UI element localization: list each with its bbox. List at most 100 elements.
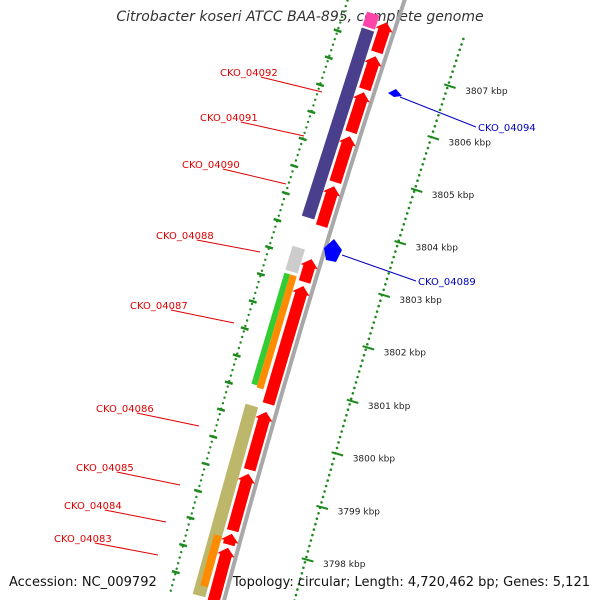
inner-ring-dot (190, 512, 193, 515)
inner-ring-dot (326, 60, 329, 63)
kbp-ring-dot (321, 495, 325, 499)
inner-ring-dot (300, 142, 303, 146)
kbp-ring-dot (342, 424, 345, 428)
inner-ring-dot (265, 253, 269, 256)
kbp-scale-label: 3805 kbp (432, 191, 475, 201)
kbp-ring-dot (379, 299, 382, 303)
kbp-ring-dot (433, 124, 437, 128)
kbp-ring-dot (367, 337, 371, 341)
inner-ring-dot (330, 49, 333, 52)
inner-ring-tick (178, 542, 188, 548)
kbp-ring-dot (449, 75, 453, 79)
kbp-ring-dot (357, 370, 361, 373)
kbp-ring-dot (437, 114, 440, 117)
inner-ring-dot (315, 93, 319, 96)
forward-cds-arrow (221, 533, 239, 547)
cog-feature-orange-small (200, 534, 222, 588)
kbp-ring-dot (394, 250, 397, 253)
inner-ring-dot (195, 495, 198, 499)
inner-ring-dot (306, 120, 310, 124)
inner-ring-dot (172, 578, 175, 581)
inner-ring-dot (335, 32, 338, 35)
kbp-ring-dot (409, 201, 412, 204)
inner-ring-dot (294, 159, 298, 162)
inner-ring-dot (169, 589, 172, 592)
kbp-ring-dot (296, 588, 299, 591)
inner-ring-tick (298, 136, 307, 142)
inner-ring-dot (223, 396, 226, 399)
inner-ring-dot (322, 71, 326, 74)
cog-feature-pink (362, 11, 380, 30)
inner-ring-dot (254, 291, 257, 295)
inner-ring-dot (174, 573, 177, 576)
inner-ring-dot (180, 550, 183, 554)
forward-gene-label: CKO_04083 (54, 534, 112, 545)
inner-ring-dot (237, 346, 241, 350)
inner-ring-dot (328, 54, 331, 57)
inner-ring-dot (252, 297, 255, 300)
kbp-ring-dot (399, 233, 402, 237)
kbp-ring-dot (387, 272, 391, 275)
inner-ring-dot (279, 209, 282, 212)
inner-ring-dot (314, 98, 317, 102)
kbp-ring-dot (372, 321, 376, 324)
kbp-ring-dot (374, 315, 377, 319)
inner-ring-dot (312, 104, 315, 107)
kbp-scale-label: 3806 kbp (449, 139, 492, 149)
kbp-ring-dot (414, 184, 418, 188)
kbp-scale-tick (394, 240, 407, 246)
forward-gene-leader-line (94, 542, 159, 556)
inner-ring-tick (324, 55, 333, 61)
forward-gene-label: CKO_04090 (182, 160, 240, 171)
inner-ring-dot (183, 539, 186, 543)
kbp-ring-dot (361, 359, 364, 362)
inner-ring-dot (226, 385, 229, 388)
forward-cds-arrow (262, 286, 310, 406)
forward-cds-arrow (243, 411, 273, 472)
inner-ring-tick (209, 434, 218, 440)
inner-ring-dot (209, 446, 212, 449)
kbp-scale-tick (346, 398, 359, 404)
inner-ring-dot (255, 286, 259, 289)
inner-ring-dot (269, 242, 272, 245)
inner-ring-dot (201, 473, 204, 477)
kbp-ring-dot (402, 223, 406, 226)
inner-ring-tick (315, 82, 325, 88)
kbp-ring-dot (351, 392, 355, 395)
inner-ring-dot (171, 584, 174, 587)
map-title: Citrobacter koseri ATCC BAA-895, complet… (116, 9, 484, 25)
kbp-scale-label: 3799 kbp (338, 508, 381, 518)
forward-gene-leader-line (116, 471, 181, 486)
kbp-ring-dot (302, 566, 305, 570)
inner-ring-tick (193, 488, 203, 494)
inner-ring-dot (213, 429, 217, 432)
forward-cds-arrow (359, 56, 382, 92)
inner-ring-dot (193, 501, 196, 504)
inner-ring-dot (274, 225, 277, 228)
kbp-ring-dot (421, 163, 425, 166)
kbp-ring-dot (447, 81, 451, 84)
kbp-ring-dot (405, 212, 409, 215)
kbp-ring-dot (445, 86, 449, 90)
kbp-ring-dot (390, 261, 394, 264)
inner-ring-dot (287, 181, 291, 184)
inner-ring-dot (218, 413, 221, 416)
inner-ring-dot (178, 556, 181, 559)
inner-ring-tick (290, 163, 299, 169)
inner-ring-dot (232, 363, 236, 366)
kbp-ring-dot (456, 54, 460, 57)
inner-ring-tick (216, 407, 226, 413)
gene-tick-marks (171, 28, 456, 575)
kbp-ring-dot (332, 457, 336, 461)
inner-ring-dot (224, 391, 228, 394)
forward-gene-leader-line (260, 76, 323, 93)
inner-ring-tick (281, 190, 290, 196)
kbp-scale-label: 3798 kbp (323, 560, 366, 570)
kbp-ring-dot (426, 146, 430, 150)
kbp-ring-dot (346, 408, 350, 412)
forward-cds-arrow (371, 22, 393, 55)
forward-gene-label: CKO_04091 (200, 113, 258, 124)
kbp-scale-tick (378, 292, 391, 298)
inner-ring-dot (184, 534, 187, 537)
forward-gene-leader-line (170, 309, 235, 324)
